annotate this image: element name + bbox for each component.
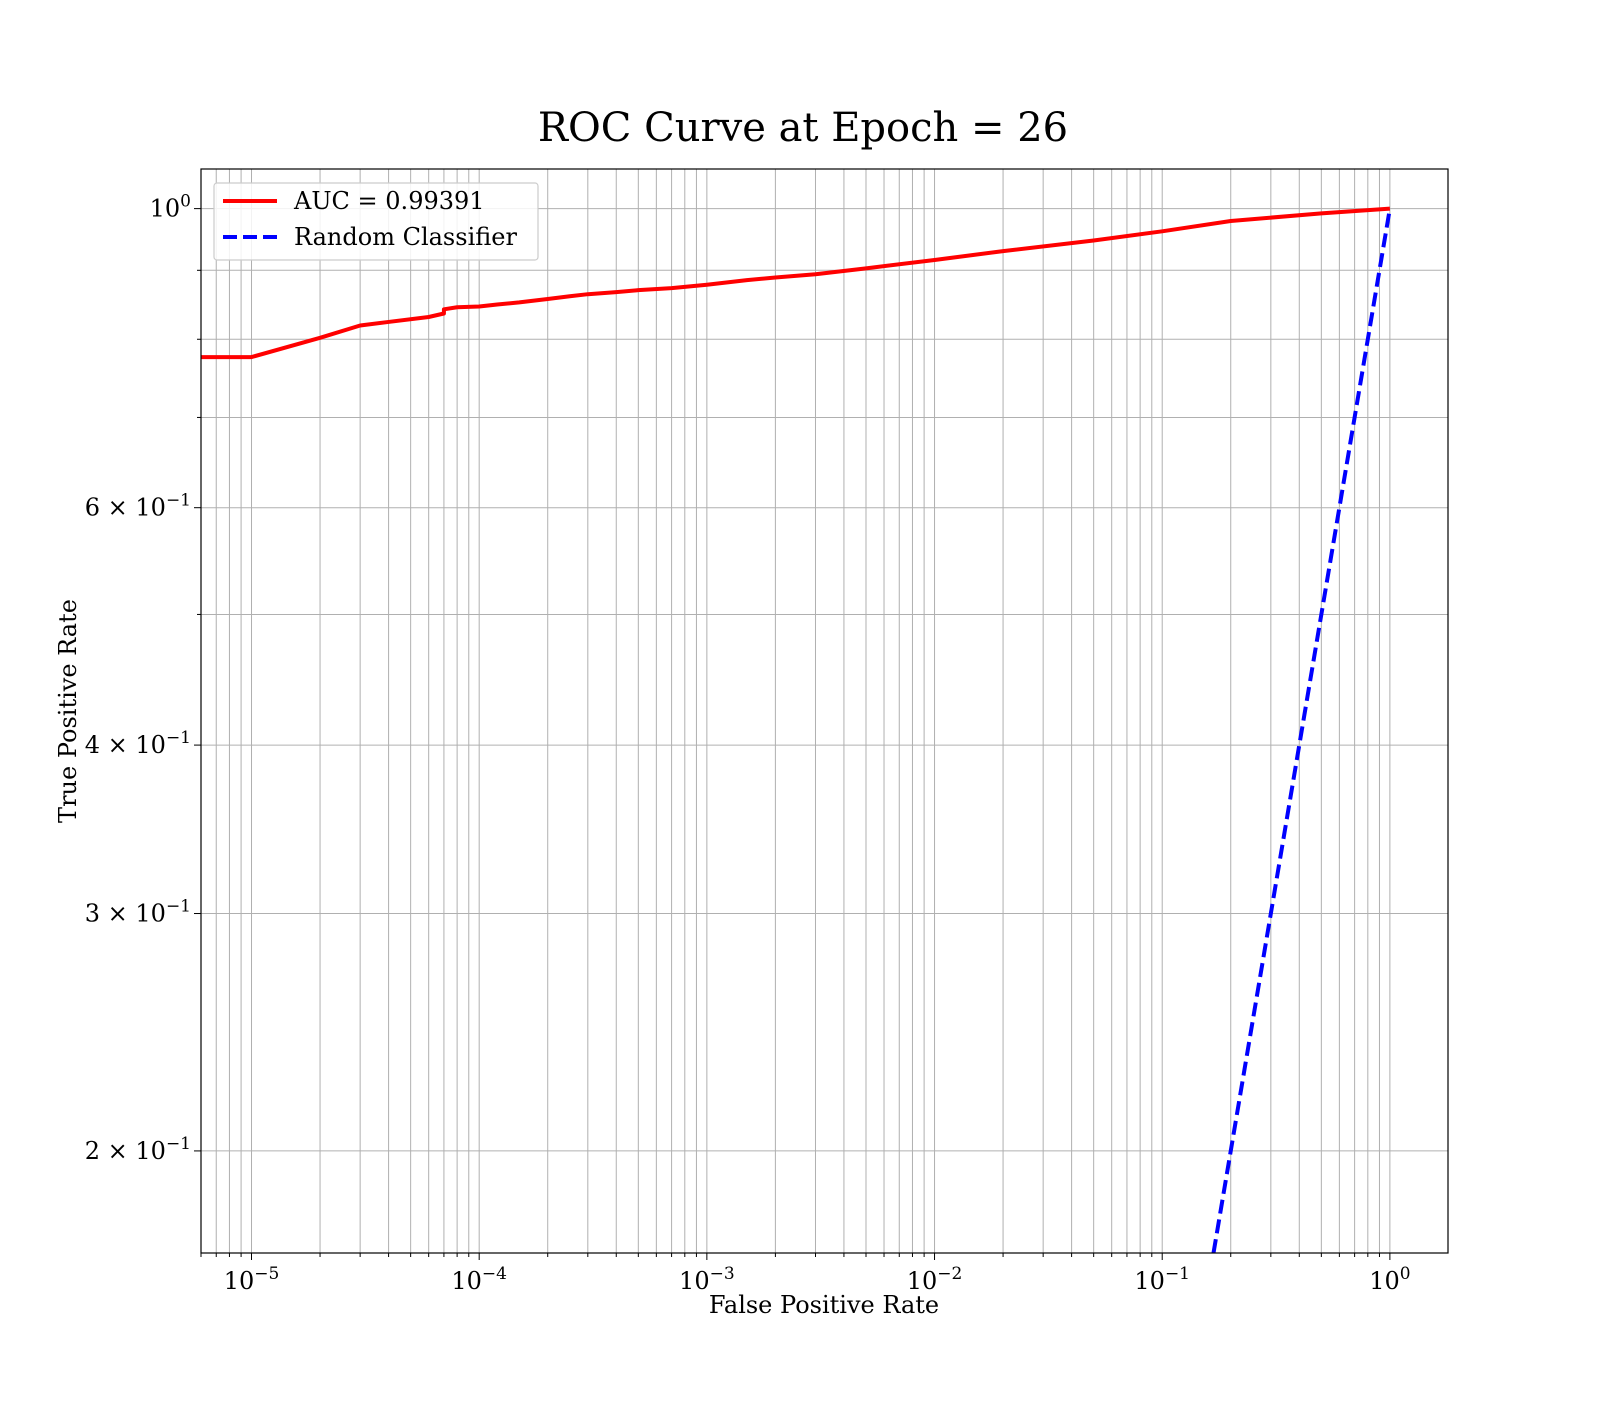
x-tick-label: 10−1 xyxy=(1134,1264,1190,1295)
y-tick-label: 2 × 10−1 xyxy=(85,1134,191,1165)
x-tick-label: 100 xyxy=(1369,1264,1410,1295)
legend-label-random: Random Classifier xyxy=(294,223,517,251)
y-tick-label: 4 × 10−1 xyxy=(85,728,191,759)
grid-layer xyxy=(200,169,1448,1253)
x-tick-label: 10−5 xyxy=(224,1264,280,1295)
legend: AUC = 0.99391 Random Classifier xyxy=(213,182,539,261)
chart-title: ROC Curve at Epoch = 26 xyxy=(538,105,1068,151)
y-tick-label: 100 xyxy=(150,192,191,223)
legend-box xyxy=(213,182,539,261)
plot-frame xyxy=(200,168,1449,1254)
random-classifier-line xyxy=(1211,208,1392,1254)
x-tick-label: 10−4 xyxy=(451,1264,507,1295)
legend-label-auc: AUC = 0.99391 xyxy=(293,187,485,215)
x-axis-label: False Positive Rate xyxy=(709,1291,939,1319)
y-tick-label: 6 × 10−1 xyxy=(85,491,191,522)
roc-curve-line xyxy=(201,206,1391,360)
y-tick-label: 3 × 10−1 xyxy=(85,897,191,928)
y-axis-label: True Positive Rate xyxy=(54,599,82,823)
series-layer xyxy=(201,206,1392,1254)
